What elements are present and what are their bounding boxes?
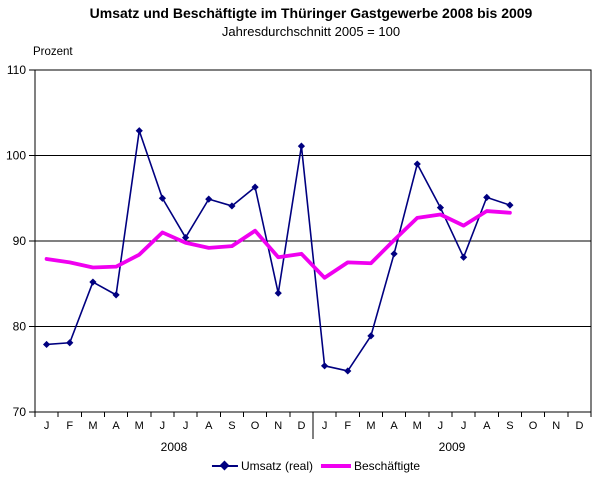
year-label: 2009 [439, 440, 466, 454]
chart-title: Umsatz und Beschäftigte im Thüringer Gas… [89, 5, 533, 21]
umsatz-data-point [158, 194, 167, 202]
year-label: 2008 [161, 440, 188, 454]
umsatz-data-point [390, 250, 398, 258]
month-label: O [529, 420, 538, 432]
chart-subtitle: Jahresdurchschnitt 2005 = 100 [221, 24, 401, 39]
umsatz-data-point [228, 202, 236, 210]
month-label: N [552, 420, 560, 432]
month-label: F [66, 420, 73, 432]
month-label: J [160, 420, 166, 432]
month-label: S [228, 420, 235, 432]
umsatz-data-point [135, 127, 143, 135]
umsatz-data-point [66, 339, 74, 347]
month-label: M [135, 420, 144, 432]
umsatz-data-point [413, 160, 421, 168]
umsatz-legend-swatch [211, 460, 238, 471]
umsatz-data-point [506, 201, 514, 209]
beschaeftigte-legend-swatch [320, 464, 351, 468]
month-label: D [297, 420, 305, 432]
y-tick-label: 110 [7, 63, 26, 77]
umsatz-data-point [181, 233, 190, 242]
month-label: J [438, 420, 444, 432]
y-tick-label: 70 [13, 405, 27, 419]
umsatz-data-point [205, 195, 213, 203]
umsatz-data-point [367, 332, 375, 340]
y-tick-label: 100 [6, 149, 26, 163]
month-label: J [183, 420, 189, 432]
umsatz-data-point [42, 340, 51, 349]
beschaeftigte-series-line [44, 209, 512, 280]
beschaeftigte-legend-label: Beschäftigte [353, 459, 421, 473]
month-label: F [344, 420, 351, 432]
legend: Umsatz (real) Beschäftigte [211, 459, 428, 473]
umsatz-data-point [274, 289, 282, 297]
month-label: A [390, 420, 398, 432]
diamond-marker-icon [219, 460, 230, 471]
umsatz-series-line [45, 129, 511, 372]
month-label: D [575, 420, 583, 432]
y-tick-label: 80 [13, 320, 27, 334]
month-label: J [461, 420, 467, 432]
month-label: M [88, 420, 97, 432]
umsatz-data-point [297, 142, 306, 150]
umsatz-legend-label: Umsatz (real) [240, 459, 313, 473]
month-label: A [112, 420, 120, 432]
y-tick-label: 90 [13, 234, 27, 248]
umsatz-data-point [251, 183, 259, 191]
umsatz-data-point [483, 193, 491, 201]
month-label: S [506, 420, 513, 432]
month-label: J [322, 420, 328, 432]
umsatz-data-point [320, 362, 329, 370]
month-label: M [413, 420, 422, 432]
month-label: M [366, 420, 375, 432]
month-label: A [205, 420, 213, 432]
month-label: O [251, 420, 260, 432]
month-label: A [483, 420, 491, 432]
umsatz-data-point [344, 367, 352, 375]
umsatz-data-point [459, 253, 468, 261]
month-label: N [274, 420, 282, 432]
month-label: J [44, 420, 50, 432]
umsatz-data-point [89, 278, 97, 286]
y-axis-unit-label: Prozent [33, 46, 73, 58]
umsatz-data-point [112, 291, 120, 299]
umsatz-data-point [436, 204, 445, 212]
